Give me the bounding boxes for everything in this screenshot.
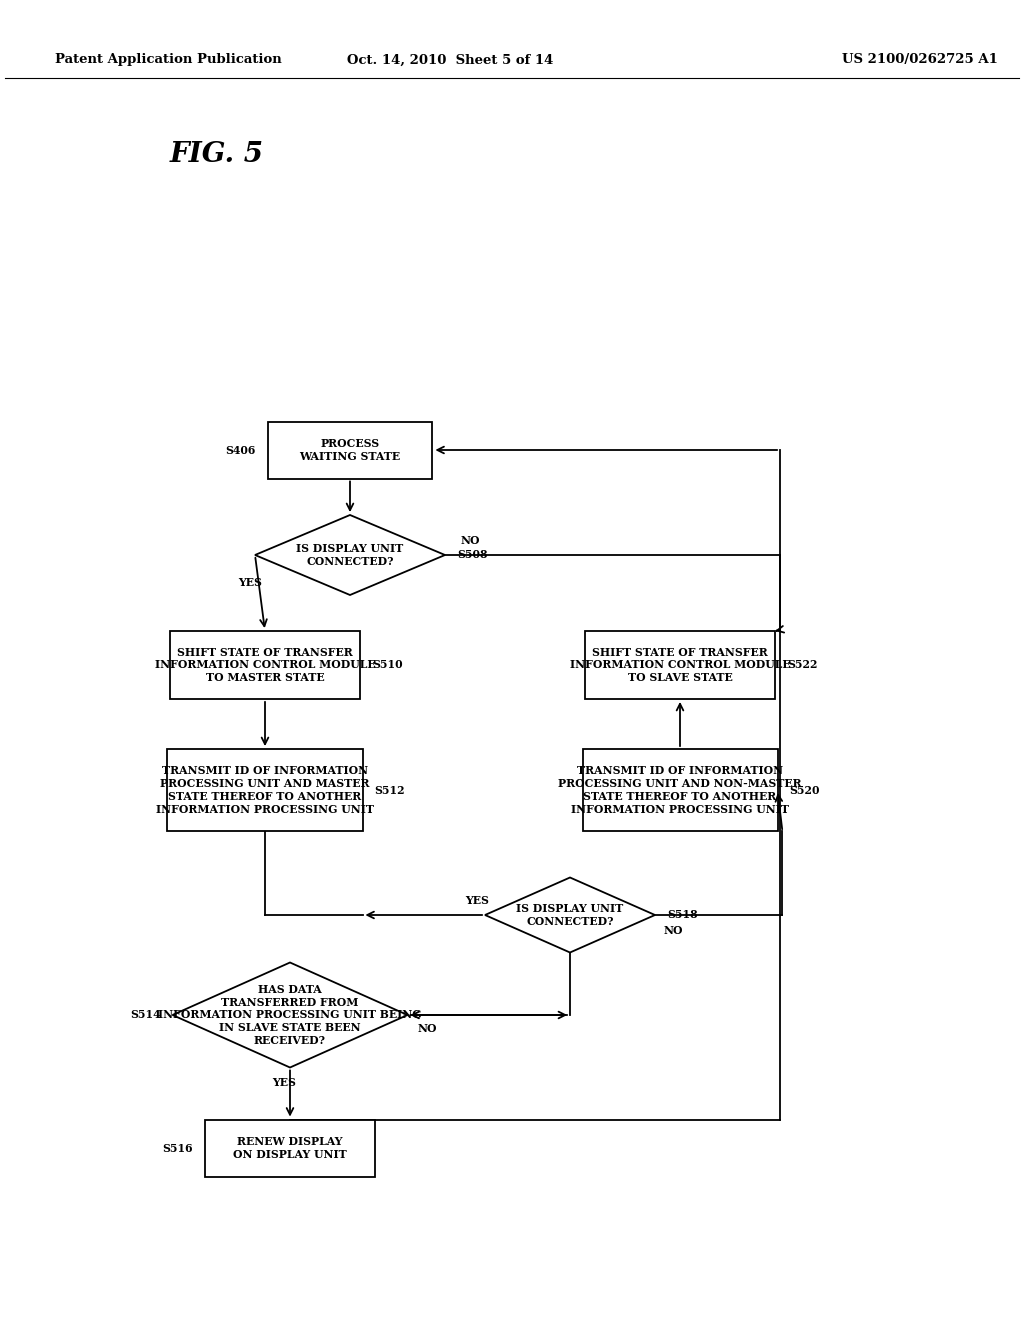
FancyBboxPatch shape <box>170 631 360 700</box>
FancyBboxPatch shape <box>205 1119 375 1176</box>
Polygon shape <box>255 515 445 595</box>
Text: YES: YES <box>238 578 262 589</box>
Text: IS DISPLAY UNIT
CONNECTED?: IS DISPLAY UNIT CONNECTED? <box>516 903 624 927</box>
Text: FIG. 5: FIG. 5 <box>170 141 264 169</box>
Text: HAS DATA
TRANSFERRED FROM
INFORMATION PROCESSING UNIT BEING
IN SLAVE STATE BEEN
: HAS DATA TRANSFERRED FROM INFORMATION PR… <box>158 983 422 1045</box>
Text: S516: S516 <box>163 1143 193 1154</box>
Text: S508: S508 <box>457 549 487 561</box>
FancyBboxPatch shape <box>168 748 362 832</box>
FancyBboxPatch shape <box>583 748 777 832</box>
Text: NO: NO <box>418 1023 437 1035</box>
Text: TRANSMIT ID OF INFORMATION
PROCESSING UNIT AND NON-MASTER
STATE THEREOF TO ANOTH: TRANSMIT ID OF INFORMATION PROCESSING UN… <box>558 766 802 814</box>
Text: Patent Application Publication: Patent Application Publication <box>55 54 282 66</box>
Text: S406: S406 <box>225 445 256 455</box>
Text: NO: NO <box>664 924 683 936</box>
Text: YES: YES <box>465 895 488 906</box>
Text: SHIFT STATE OF TRANSFER
INFORMATION CONTROL MODULE
TO SLAVE STATE: SHIFT STATE OF TRANSFER INFORMATION CONT… <box>569 647 791 684</box>
Text: YES: YES <box>272 1077 296 1088</box>
Text: RENEW DISPLAY
ON DISPLAY UNIT: RENEW DISPLAY ON DISPLAY UNIT <box>233 1137 347 1160</box>
Text: NO: NO <box>460 536 480 546</box>
Text: S522: S522 <box>787 660 817 671</box>
Text: S520: S520 <box>790 784 820 796</box>
Polygon shape <box>485 878 655 953</box>
Text: S512: S512 <box>375 784 406 796</box>
Text: TRANSMIT ID OF INFORMATION
PROCESSING UNIT AND MASTER
STATE THEREOF TO ANOTHER
I: TRANSMIT ID OF INFORMATION PROCESSING UN… <box>156 766 374 814</box>
Text: SHIFT STATE OF TRANSFER
INFORMATION CONTROL MODULE
TO MASTER STATE: SHIFT STATE OF TRANSFER INFORMATION CONT… <box>155 647 376 684</box>
Text: S518: S518 <box>667 909 697 920</box>
Text: S510: S510 <box>372 660 402 671</box>
Text: Oct. 14, 2010  Sheet 5 of 14: Oct. 14, 2010 Sheet 5 of 14 <box>347 54 553 66</box>
Text: PROCESS
WAITING STATE: PROCESS WAITING STATE <box>299 438 400 462</box>
FancyBboxPatch shape <box>267 421 432 479</box>
Polygon shape <box>172 962 408 1068</box>
FancyBboxPatch shape <box>585 631 775 700</box>
Text: S514: S514 <box>130 1010 161 1020</box>
Text: US 2100/0262725 A1: US 2100/0262725 A1 <box>842 54 998 66</box>
Text: IS DISPLAY UNIT
CONNECTED?: IS DISPLAY UNIT CONNECTED? <box>296 543 403 566</box>
